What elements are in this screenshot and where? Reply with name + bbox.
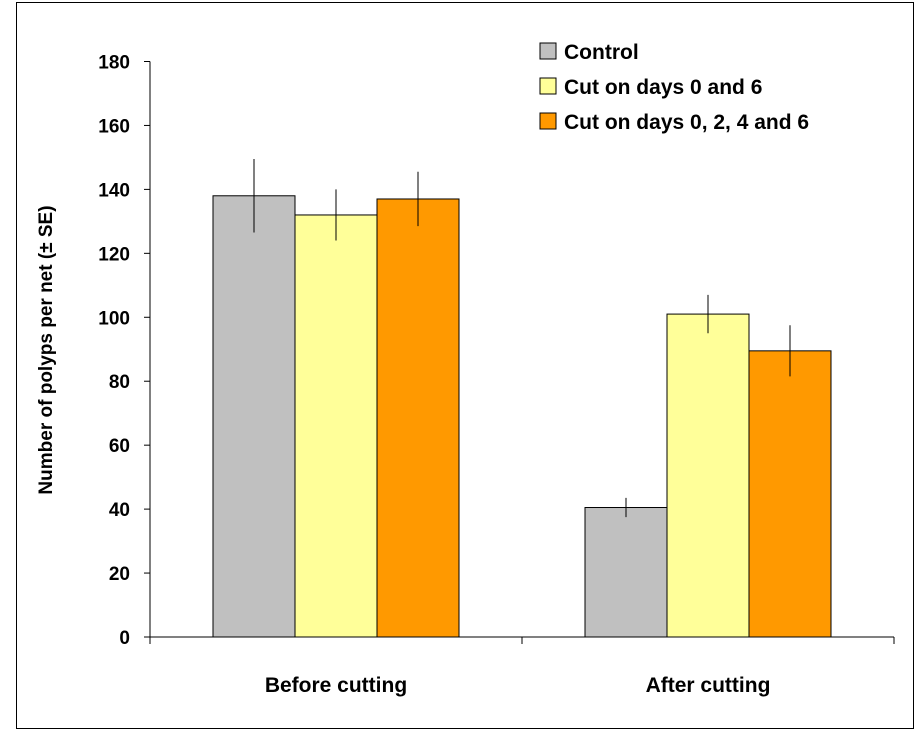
bar xyxy=(584,507,668,638)
bar xyxy=(376,198,460,638)
bar xyxy=(294,214,378,638)
bar xyxy=(212,195,296,638)
y-tick-label: 120 xyxy=(98,244,130,265)
y-tick-label: 160 xyxy=(98,116,130,137)
y-tick-label: 100 xyxy=(98,308,130,329)
y-axis-title: Number of polyps per net (± SE) xyxy=(36,205,57,494)
y-tick-label: 0 xyxy=(119,628,130,649)
y-tick-label: 40 xyxy=(109,500,130,521)
legend-label: Cut on days 0 and 6 xyxy=(564,76,762,99)
bar xyxy=(748,350,832,638)
bars xyxy=(212,195,832,638)
y-tick-label: 180 xyxy=(98,53,130,74)
y-tick-label: 20 xyxy=(109,564,130,585)
x-axis: Before cutting After cutting xyxy=(149,636,895,697)
error-bars xyxy=(253,159,791,518)
bar xyxy=(666,313,750,638)
y-axis: 0 20 40 60 80 100 120 140 160 180 xyxy=(98,53,151,649)
legend-label: Cut on days 0, 2, 4 and 6 xyxy=(564,111,809,134)
y-tick-label: 140 xyxy=(98,180,130,201)
y-tick-label: 60 xyxy=(109,436,130,457)
x-category-label: Before cutting xyxy=(265,674,407,697)
legend: Control Cut on days 0 and 6 Cut on days 0,… xyxy=(539,41,809,134)
legend-swatch xyxy=(539,42,557,60)
legend-swatch xyxy=(539,77,557,95)
legend-swatch xyxy=(539,112,557,130)
legend-label: Control xyxy=(564,41,639,64)
x-category-label: After cutting xyxy=(646,674,771,697)
y-tick-label: 80 xyxy=(109,372,130,393)
